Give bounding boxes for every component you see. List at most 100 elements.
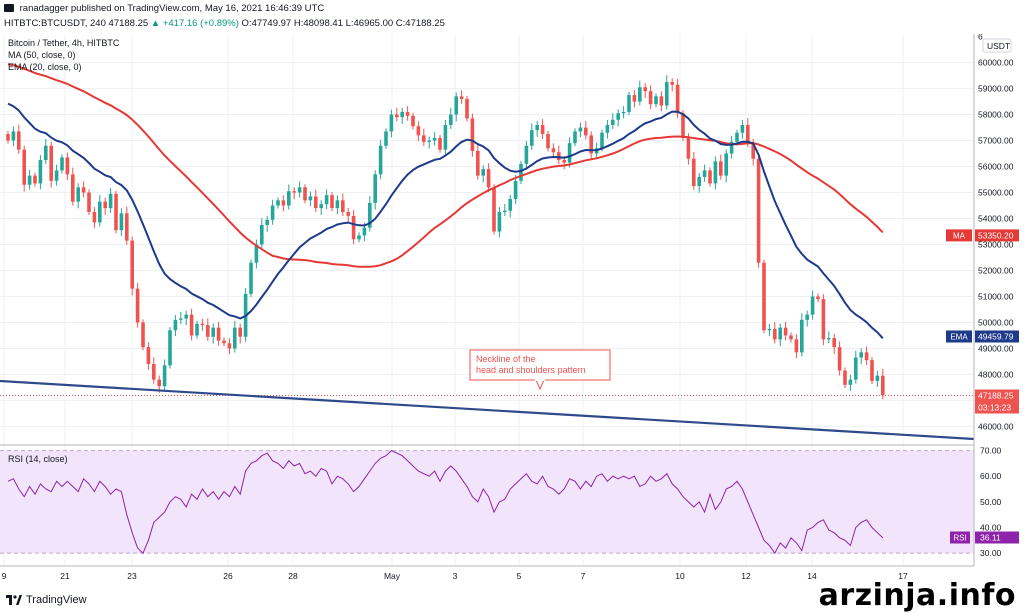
price-tag-box [975,330,1019,343]
annotation-pointer-mask [535,378,545,381]
candle-body [11,131,16,141]
price-tick-label: 49000.00 [978,343,1014,353]
candle-body [654,96,658,105]
candle-body [751,143,755,159]
price-tag-value: 49459.79 [978,331,1014,341]
candle-body [27,175,32,185]
candle-body [773,328,777,340]
candle-body [260,225,264,245]
rsi-tick-label: 60.00 [980,471,1002,481]
rsi-tag: RSI 36.11 [950,531,1019,544]
legend-rsi: RSI (14, close) [8,454,68,464]
candle-body [562,160,566,163]
legend-labels: Bitcoin / Tether, 4h, HITBTC MA (50, clos… [8,38,120,464]
candle-body [638,87,642,102]
candle-body [859,352,863,358]
candle-body [756,158,761,263]
price-tick-label: 56000.00 [978,162,1014,172]
time-tick-label: 14 [807,571,817,581]
tradingview-logo-icon [6,595,22,605]
candle-body [740,124,745,133]
candle-body [378,145,383,175]
candle-body [297,187,302,193]
candle-body [238,327,242,337]
candle-body [405,111,410,116]
legend-ma: MA (50, close, 0) [8,50,76,60]
candle-body [184,314,188,319]
price-tick-label: 48000.00 [978,369,1014,379]
candle-body [81,187,86,193]
candle-body [103,201,107,209]
candle-body [281,200,286,206]
candle-body [697,176,701,187]
candle-body [735,132,739,142]
candle-body [157,379,161,387]
price-tag-value: 47188.25 [978,391,1014,401]
candle-body [65,157,70,175]
candle-body [254,244,259,263]
price-tag-label: EMA [950,332,968,341]
candle-body [206,325,210,337]
candle-body [38,160,43,184]
candle-body [513,180,518,200]
candle-body [778,327,782,340]
candle-body [303,187,307,201]
candle-body [719,161,723,176]
rsi-tag-box [975,531,1019,544]
candle-body [821,299,826,340]
candle-body [816,296,820,300]
candle-body [843,370,847,385]
price-tick-label: 54000.00 [978,214,1014,224]
candle-body [227,343,232,349]
candle-body [346,212,350,216]
candle-body [870,360,874,381]
candle-body [665,82,669,106]
price-tag-value: 53350.20 [978,230,1014,240]
candle-body [675,84,680,114]
candle-body [98,201,102,223]
candle-body [713,161,718,184]
candle-body [459,96,464,99]
price-tick-label: 59000.00 [978,84,1014,94]
ohlc-values: O:47749.97 H:48098.41 L:46965.00 C:47188… [241,18,445,29]
price-tag: 47188.25 03:13:23 [975,389,1019,414]
tradingview-label: TradingView [26,594,87,606]
publish-text: ranadagger published on TradingView.com,… [19,3,325,14]
candle-body [351,215,356,240]
candle-body [130,240,134,289]
candle-body [314,196,318,209]
candle-body [486,169,491,188]
candle-body [783,327,788,336]
price-tick-label: 51000.00 [978,291,1014,301]
legend-ema: EMA (20, close, 0) [8,62,82,72]
currency-badge[interactable]: USDT [982,38,1012,53]
price-tag: MA 53350.20 [946,229,1019,242]
price-change: ▲ +417.16 (+0.89%) [150,18,239,29]
candle-body [827,338,831,340]
candle-body [416,126,421,136]
time-tick-label: 12 [741,571,751,581]
candle-body [44,145,48,161]
candle-body [573,131,577,144]
tradingview-brand: TradingView [6,594,87,606]
candle-body [616,113,620,120]
currency-badge-label: USDT [987,41,1010,51]
time-tick-label: 10 [675,571,685,581]
candle-body [119,213,124,231]
time-tick-label: 5 [517,571,522,581]
price-tick-label: 46000.00 [978,421,1014,431]
candle-body [530,130,534,146]
rsi-tick-label: 50.00 [980,497,1002,507]
candle-body [384,131,388,146]
symbol-line: HITBTC:BTCUSDT, 240 47188.25 ▲ +417.16 (… [4,18,445,29]
candle-body [141,322,145,348]
candle-body [335,200,340,209]
candle-body [702,170,707,177]
candle-body [584,127,588,136]
candle-body [308,196,313,201]
candle-body [546,134,550,149]
rsi-tag-label-box [950,531,970,544]
candle-body [233,327,237,349]
